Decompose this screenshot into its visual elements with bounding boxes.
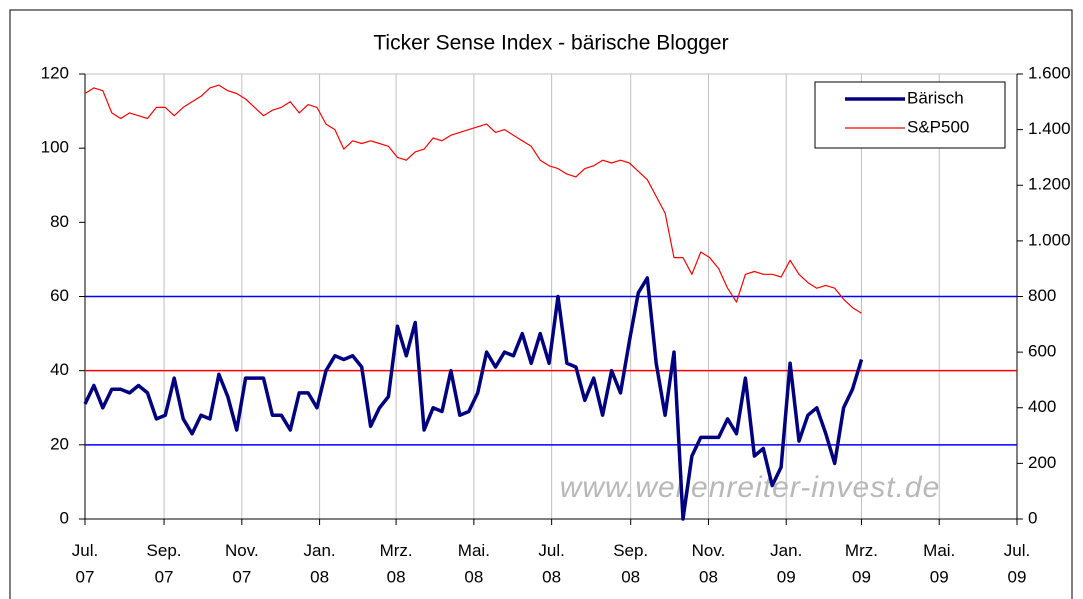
x-tick-label: Mrz. 09 [845,541,878,586]
y-tick-label: 80 [50,212,69,231]
watermark: www.wellenreiter-invest.de [560,471,941,504]
y2-tick-label: 1.000 [1028,230,1071,249]
y2-tick-label: 0 [1028,508,1037,527]
legend-label: Bärisch [907,88,964,107]
legend [814,81,1006,149]
y-tick-label: 20 [50,434,69,453]
x-tick-label: Nov. 07 [225,541,259,586]
chart-title: Ticker Sense Index - bärische Blogger [373,32,728,55]
y2-tick-label: 600 [1028,342,1056,361]
x-tick-label: Nov. 08 [692,541,726,586]
x-tick-label: Sep. 08 [613,541,648,586]
x-tick-label: Jan. 08 [304,541,336,586]
y2-tick-label: 200 [1028,453,1056,472]
x-tick-label: Jul. 08 [538,541,564,586]
x-tick-label: Mai. 08 [458,541,490,586]
series-line [83,276,864,521]
y-tick-label: 100 [41,138,69,157]
x-tick-label: Jul. 09 [1004,541,1030,586]
y-tick-label: 60 [50,286,69,305]
series-line [84,84,862,314]
x-tick-label: Mrz. 08 [380,541,413,586]
y2-tick-label: 800 [1028,286,1056,305]
y-tick-label: 120 [41,63,69,82]
x-tick-label: Mai. 09 [923,541,955,586]
y-tick-label: 40 [50,360,69,379]
y2-tick-label: 1.200 [1028,175,1071,194]
y2-tick-label: 1.400 [1028,119,1071,138]
x-tick-label: Jan. 09 [770,541,802,586]
y-tick-label: 0 [60,508,69,527]
x-tick-label: Jul. 07 [72,541,98,586]
y2-tick-label: 1.600 [1028,63,1071,82]
x-tick-label: Sep. 07 [147,541,182,586]
legend-label: S&P500 [907,117,969,136]
y2-tick-label: 400 [1028,397,1056,416]
